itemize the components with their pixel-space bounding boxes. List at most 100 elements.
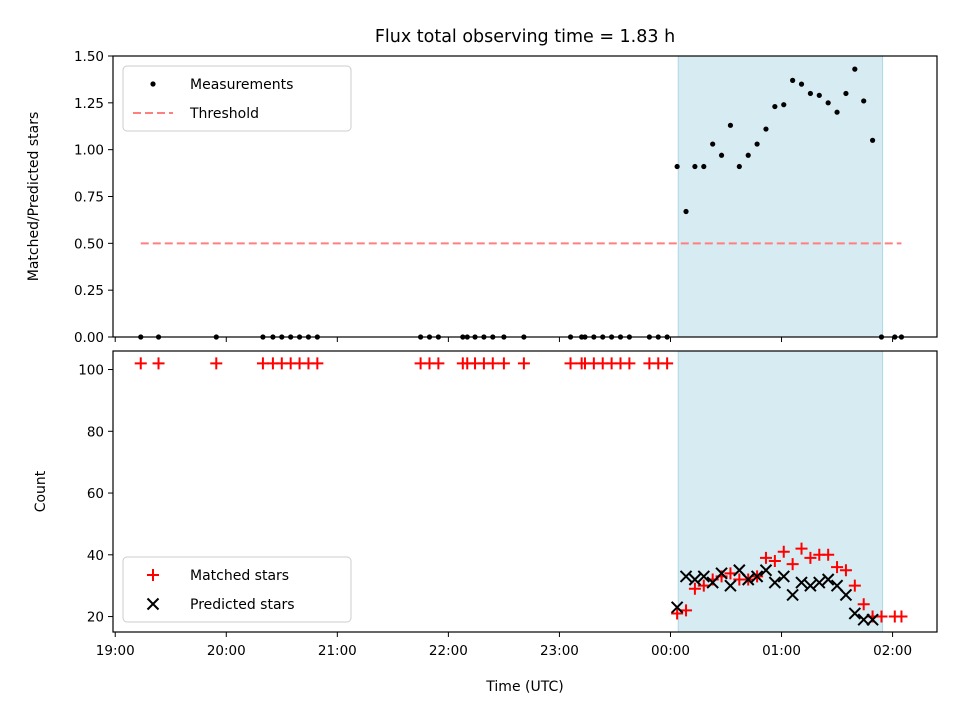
bottom-panel: 20 40 60 80 100 19:00 20:00 21:00 22:00 23:00 00:0… [33, 350, 938, 659]
data-point [710, 141, 716, 147]
data-point [857, 598, 870, 611]
data-point [724, 579, 737, 592]
x-tick-label: 20:00 [207, 643, 246, 659]
data-point [831, 561, 844, 574]
data-point [786, 558, 799, 571]
chart-title: Flux total observing time = 1.83 h [375, 27, 675, 47]
data-point [875, 610, 888, 623]
legend-label: Matched stars [190, 568, 289, 584]
data-point [772, 103, 778, 110]
data-point [715, 567, 728, 580]
data-point [727, 122, 734, 128]
y-tick-label: 60 [87, 486, 104, 502]
data-point [134, 357, 147, 370]
x-tick-label: 01:00 [762, 643, 801, 659]
data-point [839, 588, 853, 602]
y-tick-label: 0.75 [74, 190, 104, 206]
data-point [724, 567, 737, 580]
x-tick-label: 00:00 [651, 643, 690, 659]
x-tick-label: 19:00 [96, 643, 135, 659]
data-point [750, 570, 764, 583]
x-axis-label: Time (UTC) [485, 679, 563, 695]
data-point [517, 357, 530, 370]
data-point [825, 100, 831, 106]
data-point [848, 607, 862, 620]
data-point [895, 610, 908, 623]
legend-swatch [147, 569, 159, 581]
observing-span [677, 350, 884, 633]
data-point [564, 357, 577, 370]
data-point [786, 588, 799, 602]
x-tick-label: 21:00 [318, 643, 357, 659]
data-point [661, 357, 674, 370]
data-point [718, 152, 725, 158]
data-point [688, 582, 701, 595]
data-point [311, 357, 324, 370]
data-point [679, 570, 693, 583]
y-tick-label: 0.50 [74, 236, 104, 252]
data-point [736, 163, 742, 170]
series-matched-stars [134, 357, 908, 623]
data-point [152, 357, 165, 370]
data-point [768, 576, 782, 589]
data-point [754, 141, 760, 147]
y-tick-label: 1.50 [74, 49, 104, 65]
data-point [839, 564, 852, 577]
data-point [759, 551, 772, 564]
data-point [671, 607, 684, 620]
legend-label: Predicted stars [190, 597, 295, 613]
data-point [804, 551, 817, 564]
axes-frame [112, 350, 938, 633]
data-point [759, 564, 773, 577]
data-point [834, 109, 840, 115]
legend-label: Measurements [190, 77, 293, 93]
data-point [816, 92, 822, 98]
y-tick-label: 80 [87, 424, 104, 440]
y-axis-label: Count [33, 470, 49, 512]
data-point [813, 576, 826, 589]
x-tick-label: 23:00 [540, 643, 579, 659]
data-point [701, 163, 707, 170]
x-tick-label: 22:00 [429, 643, 468, 659]
data-point [692, 163, 698, 170]
data-point [697, 570, 710, 583]
y-axis-label: Matched/Predicted stars [26, 112, 42, 282]
legend: Matched stars Predicted stars [122, 556, 352, 623]
data-point [486, 357, 499, 370]
data-point [674, 163, 680, 170]
data-point [763, 126, 769, 132]
data-point [697, 579, 710, 592]
data-point [843, 90, 849, 97]
data-point [210, 357, 223, 370]
series-predicted-stars [670, 564, 879, 626]
observing-span [677, 55, 884, 338]
axes-frame [112, 55, 938, 338]
y-tick-label: 40 [87, 548, 104, 564]
data-point [804, 579, 817, 592]
top-panel: 0.00 0.25 0.50 0.75 1.00 1.25 1.50 Matched/Pred… [26, 49, 938, 346]
data-point [670, 601, 684, 614]
legend-box [122, 556, 352, 623]
data-point [623, 357, 636, 370]
data-point [795, 542, 808, 555]
data-point [742, 573, 755, 586]
data-point [781, 102, 787, 108]
data-point [822, 548, 835, 561]
y-tick-label: 20 [87, 610, 104, 626]
y-tick-label: 100 [78, 363, 104, 379]
data-point [790, 77, 796, 83]
legend-swatch [150, 81, 156, 87]
data-point [848, 579, 861, 592]
data-point [683, 208, 689, 215]
legend-box [122, 65, 352, 132]
data-point [852, 66, 858, 72]
data-point [869, 137, 876, 143]
data-point [777, 545, 790, 558]
legend: Measurements Threshold [122, 65, 352, 132]
data-point [777, 570, 790, 583]
data-point [857, 613, 870, 626]
data-point [861, 98, 867, 104]
legend-swatch [146, 597, 160, 611]
x-tick-label: 02:00 [873, 643, 912, 659]
